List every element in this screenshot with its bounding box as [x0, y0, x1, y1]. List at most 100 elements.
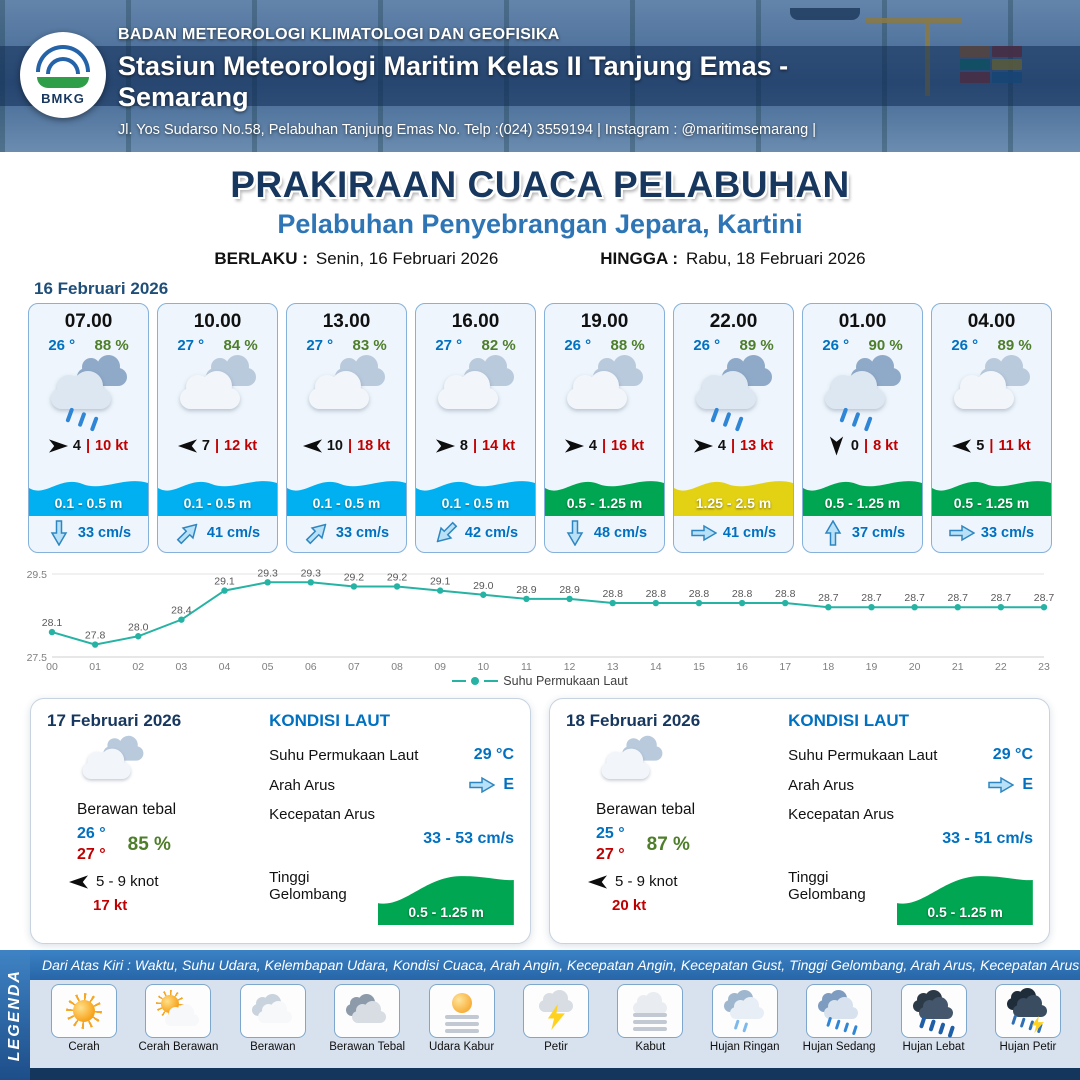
wind-speed: 4 [717, 438, 726, 454]
header-text: BADAN METEOROLOGI KLIMATOLOGI DAN GEOFIS… [118, 26, 820, 138]
current-speed: 41 cm/s [722, 525, 777, 541]
weather-icon [426, 354, 526, 436]
humidity: 89 % [739, 337, 774, 354]
daily-wave-height: 0.5 - 1.25 m [408, 904, 484, 920]
forecast-card: 07.00 26 ° 88 % 4 | 10 kt [28, 303, 149, 553]
svg-text:12: 12 [564, 661, 576, 673]
forecast-time: 13.00 [322, 311, 371, 332]
wind-speed: 8 [459, 438, 468, 454]
wave-height-band: 0.5 - 1.25 m [932, 470, 1051, 516]
current-speed-value: 33 - 53 cm/s [423, 830, 514, 847]
current-direction-value: E [1022, 776, 1033, 793]
temp-humidity-row: 27 ° 82 % [416, 337, 535, 354]
forecast-card: 10.00 27 ° 84 % 7 | 12 kt [157, 303, 278, 553]
humidity: 84 % [223, 337, 258, 354]
wind-direction-icon [435, 439, 455, 453]
air-temperature: 26 ° [951, 337, 979, 354]
svg-text:06: 06 [305, 661, 317, 673]
validity-row: BERLAKU : Senin, 16 Februari 2026 HINGGA… [0, 249, 1080, 269]
wind-direction-icon [48, 439, 68, 453]
svg-text:02: 02 [132, 661, 144, 673]
sst-label: Suhu Permukaan Laut [269, 746, 419, 764]
svg-text:07: 07 [348, 661, 360, 673]
legend-item-label: Berawan Tebal [329, 1041, 406, 1053]
bottom-strip [0, 1068, 1080, 1080]
daily-wind: 5 - 9 knot [69, 873, 257, 890]
forecast-card: 01.00 26 ° 90 % 0 | 8 kt [802, 303, 923, 553]
svg-text:05: 05 [262, 661, 274, 673]
wind-row: 8 | 14 kt [416, 438, 535, 454]
wind-row: 10 | 18 kt [287, 438, 406, 454]
daily-weather-icon [592, 735, 672, 801]
current-row: 41 cm/s [674, 516, 793, 552]
daily-temp-min: 25 ° [596, 825, 625, 842]
legend-weather-icon [152, 990, 204, 1032]
svg-text:03: 03 [176, 661, 188, 673]
svg-text:28.4: 28.4 [171, 605, 192, 617]
wave-height-band: 1.25 - 2.5 m [674, 470, 793, 516]
wave-height: 1.25 - 2.5 m [695, 495, 772, 511]
legend-weather-icon [1002, 988, 1054, 1034]
wave-height-band: 0.5 - 1.25 m [803, 470, 922, 516]
wind-gust: 8 kt [873, 438, 899, 454]
port-subtitle: Pelabuhan Penyebrangan Jepara, Kartini [277, 209, 803, 239]
current-row: 33 cm/s [287, 516, 406, 552]
svg-text:15: 15 [693, 661, 705, 673]
forecast-card: 19.00 26 ° 88 % 4 | 16 kt [544, 303, 665, 553]
humidity: 83 % [352, 337, 387, 354]
wave-height: 0.5 - 1.25 m [824, 495, 901, 511]
wave-height-band: 0.1 - 0.5 m [158, 470, 277, 516]
legend-item-label: Hujan Ringan [709, 1041, 780, 1053]
daily-wind-speed: 5 - 9 knot [615, 873, 678, 890]
svg-text:29.3: 29.3 [257, 567, 278, 579]
legend-weather-icon [624, 990, 676, 1032]
wave-height-label: Tinggi Gelombang [788, 869, 866, 903]
daily-wind: 5 - 9 knot [588, 873, 776, 890]
svg-text:21: 21 [952, 661, 964, 673]
legend-item-label: Hujan Sedang [802, 1041, 876, 1053]
wind-row: 4 | 13 kt [674, 438, 793, 454]
weather-icon [555, 354, 655, 436]
forecast-time: 16.00 [451, 311, 500, 332]
legend-item-label: Petir [544, 1041, 568, 1053]
current-direction-icon [172, 517, 203, 548]
svg-text:29.0: 29.0 [473, 580, 494, 592]
svg-text:16: 16 [736, 661, 748, 673]
daily-wave-height-graphic: 0.5 - 1.25 m [378, 869, 514, 925]
legend-weather-icon [908, 990, 960, 1038]
daily-condition: Berawan tebal [596, 801, 696, 818]
forecast-card: 13.00 27 ° 83 % 10 | 18 kt [286, 303, 407, 553]
bmkg-logo-icon: BMKG [20, 32, 106, 118]
wind-speed: 4 [588, 438, 597, 454]
legend-item: Berawan [227, 984, 319, 1054]
legend-title: LEGENDA [6, 968, 23, 1062]
daily-date: 17 Februari 2026 [47, 711, 182, 730]
legend-item: Hujan Sedang [793, 984, 885, 1054]
svg-text:28.8: 28.8 [689, 588, 710, 600]
current-direction-icon [301, 517, 332, 548]
svg-text:14: 14 [650, 661, 662, 673]
current-speed: 33 cm/s [980, 525, 1035, 541]
legend-item: Hujan Ringan [699, 984, 791, 1054]
svg-text:18: 18 [823, 661, 835, 673]
temp-humidity-row: 27 ° 83 % [287, 337, 406, 354]
daily-date: 18 Februari 2026 [566, 711, 701, 730]
svg-text:27.5: 27.5 [27, 652, 48, 664]
svg-text:27.8: 27.8 [85, 630, 106, 642]
wind-gust: 12 kt [224, 438, 258, 454]
wave-height-label: Tinggi Gelombang [269, 869, 347, 903]
legend-item: Udara Kabur [416, 984, 508, 1054]
air-temperature: 26 ° [822, 337, 850, 354]
air-temperature: 27 ° [306, 337, 334, 354]
daily-forecast-row: 17 Februari 2026 Berawan tebal 26 ° 27 °… [30, 698, 1050, 944]
svg-text:29.2: 29.2 [387, 571, 408, 583]
wind-row: 5 | 11 kt [932, 438, 1051, 454]
current-direction-label: Arah Arus [269, 776, 336, 794]
daily-current-direction-icon [988, 776, 1015, 794]
header-band [0, 46, 1080, 106]
svg-text:28.8: 28.8 [732, 588, 753, 600]
daily-wind-gust: 20 kt [612, 897, 647, 914]
forecast-time: 01.00 [838, 311, 887, 332]
svg-text:11: 11 [521, 661, 532, 673]
svg-text:01: 01 [89, 661, 101, 673]
